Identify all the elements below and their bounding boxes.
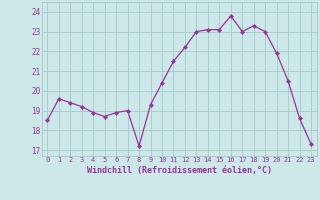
X-axis label: Windchill (Refroidissement éolien,°C): Windchill (Refroidissement éolien,°C): [87, 166, 272, 175]
